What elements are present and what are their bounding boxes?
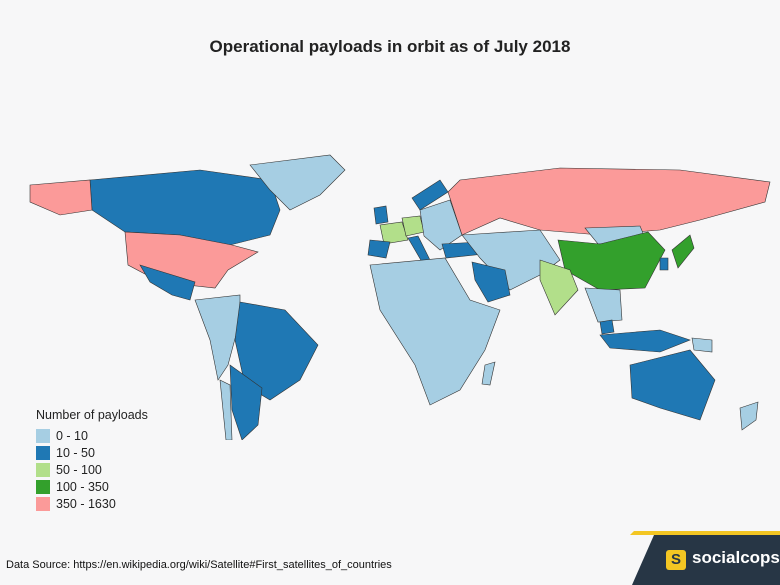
country-france [379, 221, 409, 245]
brand-logo: S socialcops [632, 535, 780, 585]
country-alaska [29, 179, 93, 216]
country-mexico [139, 264, 196, 301]
country-southeast-asia [584, 287, 623, 323]
legend-item: 350 - 1630 [36, 495, 148, 512]
country-africa [369, 257, 501, 406]
country-spain [367, 239, 391, 259]
country-united-kingdom [373, 205, 389, 225]
country-northern-south-america [194, 294, 241, 381]
country-papua-new-guinea [691, 337, 713, 353]
country-new-zealand [739, 401, 759, 431]
legend-label: 0 - 10 [56, 428, 88, 443]
legend-swatch [36, 428, 50, 443]
brand-name: socialcops [692, 548, 780, 567]
country-madagascar [481, 361, 496, 386]
country-germany [401, 215, 425, 237]
country-argentina [229, 364, 263, 440]
country-russia [447, 167, 771, 236]
legend-item: 50 - 100 [36, 461, 148, 478]
world-map [29, 154, 771, 440]
country-greenland [249, 154, 346, 211]
country-eastern-europe [419, 199, 463, 251]
legend-swatch [36, 445, 50, 460]
brand-accent-stripe [630, 531, 780, 535]
legend-label: 350 - 1630 [56, 496, 116, 511]
legend-label: 10 - 50 [56, 445, 95, 460]
legend-label: 100 - 350 [56, 479, 109, 494]
country-italy [407, 235, 431, 263]
legend-item: 0 - 10 [36, 427, 148, 444]
data-source: Data Source: https://en.wikipedia.org/wi… [6, 559, 392, 571]
legend-label: 50 - 100 [56, 462, 102, 477]
country-india [539, 259, 579, 316]
legend-swatch [36, 479, 50, 494]
legend-swatch [36, 462, 50, 477]
brand-badge-icon: S [666, 550, 686, 570]
country-malaysia [599, 319, 615, 335]
map-title: Operational payloads in orbit as of July… [209, 37, 571, 56]
country-south-korea [659, 257, 669, 271]
country-brazil [234, 301, 319, 401]
legend-title: Number of payloads [36, 408, 148, 422]
country-chile [219, 379, 233, 440]
country-australia [629, 349, 716, 421]
legend-item: 100 - 350 [36, 478, 148, 495]
country-indonesia [599, 329, 691, 353]
legend-item: 10 - 50 [36, 444, 148, 461]
legend-swatch [36, 496, 50, 511]
map-legend: Number of payloads 0 - 10 10 - 50 50 - 1… [36, 408, 148, 512]
country-canada [89, 169, 281, 246]
country-japan [671, 234, 695, 269]
country-saudi-arabia [471, 261, 511, 303]
